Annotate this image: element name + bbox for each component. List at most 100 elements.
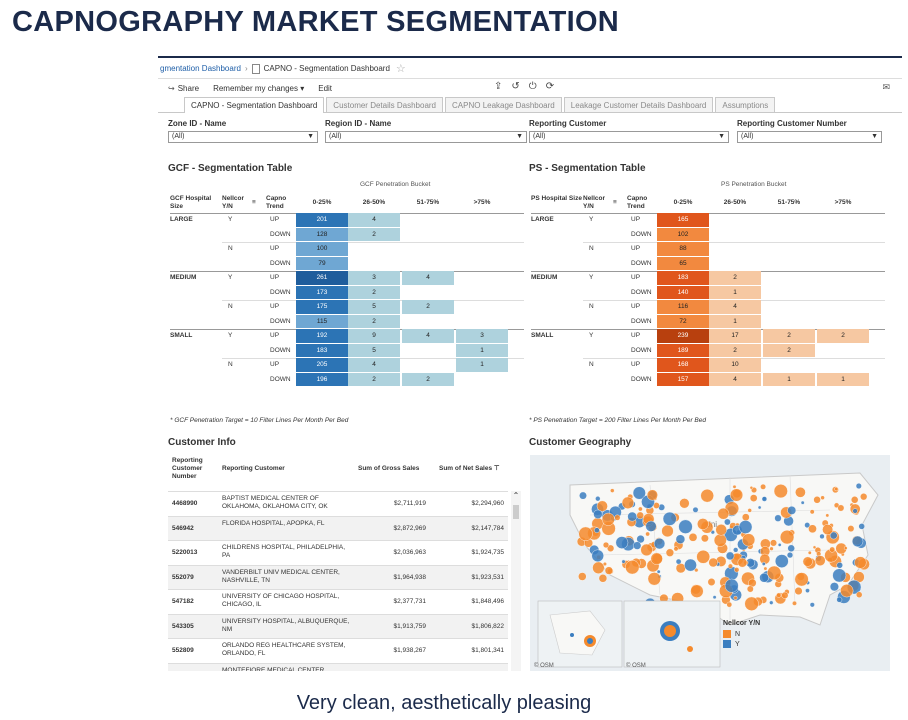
customer-marker[interactable] xyxy=(840,584,854,598)
customer-marker[interactable] xyxy=(769,539,777,547)
customer-marker[interactable] xyxy=(687,646,693,652)
customer-marker[interactable] xyxy=(851,496,859,504)
segment-cell[interactable]: 10 xyxy=(709,358,761,373)
segment-cell[interactable]: 4 xyxy=(709,372,761,387)
mail-icon[interactable]: ✉ xyxy=(882,82,890,92)
customer-marker[interactable] xyxy=(773,484,788,499)
breadcrumb-parent-link[interactable]: gmentation Dashboard xyxy=(160,64,241,73)
customer-marker[interactable] xyxy=(678,519,693,534)
segment-cell[interactable]: 79 xyxy=(296,256,348,271)
segment-cell[interactable]: 5 xyxy=(348,300,400,315)
segment-cell[interactable]: 165 xyxy=(657,213,709,228)
customer-marker[interactable] xyxy=(856,591,863,598)
customer-marker[interactable] xyxy=(675,534,686,544)
segment-cell[interactable]: 183 xyxy=(296,343,348,358)
segment-cell[interactable]: 2 xyxy=(763,343,815,358)
customer-marker[interactable] xyxy=(696,550,710,564)
customer-marker[interactable] xyxy=(636,534,645,544)
customer-marker[interactable] xyxy=(814,555,826,566)
customer-marker[interactable] xyxy=(777,543,782,547)
customer-marker[interactable] xyxy=(602,541,610,549)
customer-marker[interactable] xyxy=(602,561,607,566)
customer-marker[interactable] xyxy=(836,562,843,569)
segment-cell[interactable]: 157 xyxy=(657,372,709,387)
customer-marker[interactable] xyxy=(757,505,762,510)
customer-marker[interactable] xyxy=(724,518,731,526)
customer-marker[interactable] xyxy=(852,535,864,548)
segment-cell[interactable]: 4 xyxy=(348,358,400,373)
segment-cell[interactable]: 201 xyxy=(296,213,348,228)
customer-marker[interactable] xyxy=(832,568,847,583)
power-icon[interactable]: ⏻ xyxy=(528,81,537,92)
customer-marker[interactable] xyxy=(715,524,727,536)
table-row[interactable]: 546942 FLORIDA HOSPITAL, APOPKA, FL $2,872… xyxy=(168,515,508,540)
customer-marker[interactable] xyxy=(610,488,615,493)
scrollbar[interactable]: ⌃ xyxy=(511,491,521,671)
customer-marker[interactable] xyxy=(595,496,601,502)
customer-marker[interactable] xyxy=(807,550,812,555)
customer-marker[interactable] xyxy=(795,487,806,498)
customer-marker[interactable] xyxy=(763,566,768,571)
customer-marker[interactable] xyxy=(800,500,805,505)
table-row[interactable]: MONTEFIORE MEDICAL CENTER xyxy=(168,662,508,671)
customer-marker[interactable] xyxy=(786,551,794,559)
customer-marker[interactable] xyxy=(650,552,663,565)
customer-marker[interactable] xyxy=(761,496,768,502)
customer-marker[interactable] xyxy=(767,565,782,581)
export-icon[interactable]: ⇪ xyxy=(494,81,503,92)
table-row[interactable]: 5220013 CHILDRENS HOSPITAL, PHILADELPHIA,… xyxy=(168,540,508,565)
customer-marker[interactable] xyxy=(688,533,698,542)
customer-marker[interactable] xyxy=(787,544,795,553)
table-row[interactable]: 552809 ORLANDO REG HEALTHCARE SYSTEM, ORL… xyxy=(168,638,508,663)
customer-marker[interactable] xyxy=(737,557,748,568)
customer-marker[interactable] xyxy=(729,488,743,502)
customer-marker[interactable] xyxy=(596,500,608,512)
customer-marker[interactable] xyxy=(578,526,593,541)
segment-cell[interactable]: 115 xyxy=(296,314,348,329)
customer-marker[interactable] xyxy=(690,584,704,598)
customer-marker[interactable] xyxy=(829,546,836,553)
filter-customer-select[interactable]: (All) ▼ xyxy=(529,131,729,143)
customer-marker[interactable] xyxy=(708,557,718,568)
customer-marker[interactable] xyxy=(665,548,675,557)
segment-cell[interactable]: 2 xyxy=(402,372,454,387)
customer-marker[interactable] xyxy=(836,596,843,603)
customer-marker[interactable] xyxy=(570,633,574,637)
customer-marker[interactable] xyxy=(614,514,621,521)
customer-marker[interactable] xyxy=(794,586,803,595)
share-button[interactable]: ↪ Share xyxy=(168,84,199,93)
filter-number-select[interactable]: (All) ▼ xyxy=(737,131,882,143)
sort-icon[interactable]: ≡ xyxy=(252,199,256,206)
customer-marker[interactable] xyxy=(700,489,714,503)
segment-cell[interactable]: 128 xyxy=(296,227,348,242)
customer-marker[interactable] xyxy=(847,525,855,533)
table-row[interactable]: 4468990 BAPTIST MEDICAL CENTER OF OKLAHOM… xyxy=(168,491,508,516)
customer-marker[interactable] xyxy=(645,520,657,532)
customer-marker[interactable] xyxy=(761,562,766,566)
customer-marker[interactable] xyxy=(738,520,753,534)
customer-marker[interactable] xyxy=(852,508,858,514)
tab-4[interactable]: Assumptions xyxy=(715,97,776,112)
segment-cell[interactable]: 4 xyxy=(402,271,454,286)
filter-zone-select[interactable]: (All) ▼ xyxy=(168,131,318,143)
customer-marker[interactable] xyxy=(776,592,782,598)
segment-cell[interactable]: 140 xyxy=(657,285,709,300)
customer-marker[interactable] xyxy=(858,523,865,530)
customer-marker[interactable] xyxy=(812,545,817,550)
segment-cell[interactable]: 2 xyxy=(402,300,454,315)
segment-cell[interactable]: 65 xyxy=(657,256,709,271)
segment-cell[interactable]: 175 xyxy=(296,300,348,315)
customer-marker[interactable] xyxy=(591,549,604,563)
filter-region-select[interactable]: (All) ▼ xyxy=(325,131,527,143)
customer-marker[interactable] xyxy=(579,491,587,500)
customer-marker[interactable] xyxy=(792,600,797,606)
customer-marker[interactable] xyxy=(744,596,759,611)
customer-marker[interactable] xyxy=(673,546,679,552)
segment-cell[interactable]: 1 xyxy=(817,372,869,387)
segment-cell[interactable]: 192 xyxy=(296,329,348,344)
segment-cell[interactable]: 239 xyxy=(657,329,709,344)
customer-marker[interactable] xyxy=(843,546,848,550)
customer-marker[interactable] xyxy=(860,493,868,501)
segment-cell[interactable]: 100 xyxy=(296,242,348,257)
segment-cell[interactable]: 2 xyxy=(348,314,400,329)
